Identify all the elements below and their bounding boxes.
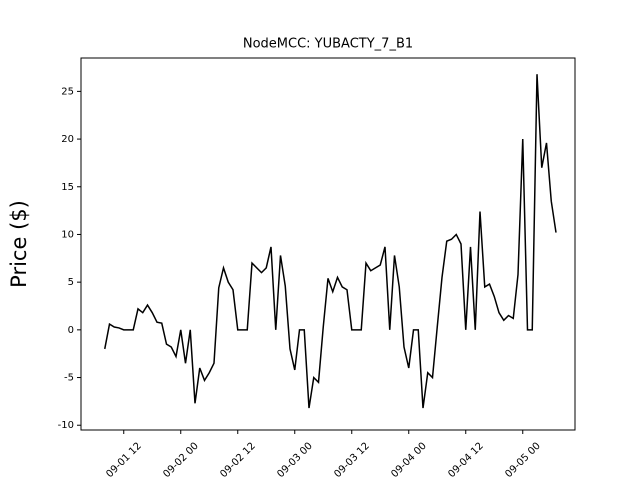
y-tick-label: 15 [61, 182, 74, 193]
x-tick-label: 09-04 12 [446, 441, 486, 480]
y-tick-label: 0 [68, 325, 74, 336]
y-tick-label: 10 [61, 229, 74, 240]
x-tick-label: 09-05 00 [503, 441, 543, 480]
y-tick-label: 5 [68, 277, 74, 288]
y-tick-label: 25 [61, 86, 74, 97]
x-tick-label: 09-02 00 [161, 441, 201, 480]
price-line [104, 74, 557, 409]
y-tick-label: -10 [58, 420, 74, 431]
chart-title: NodeMCC: YUBACTY_7_B1 [243, 37, 413, 52]
x-tick-label: 09-01 12 [104, 441, 144, 480]
x-tick-label: 09-02 12 [218, 441, 258, 480]
y-tick-label: 20 [61, 134, 74, 145]
y-axis-label: Price ($) [7, 200, 31, 288]
y-tick-label: -5 [64, 373, 74, 384]
x-tick-label: 09-03 12 [332, 441, 372, 480]
x-tick-label: 09-03 00 [275, 441, 315, 480]
x-tick-label: 09-04 00 [389, 441, 429, 480]
plot-frame [80, 57, 576, 431]
